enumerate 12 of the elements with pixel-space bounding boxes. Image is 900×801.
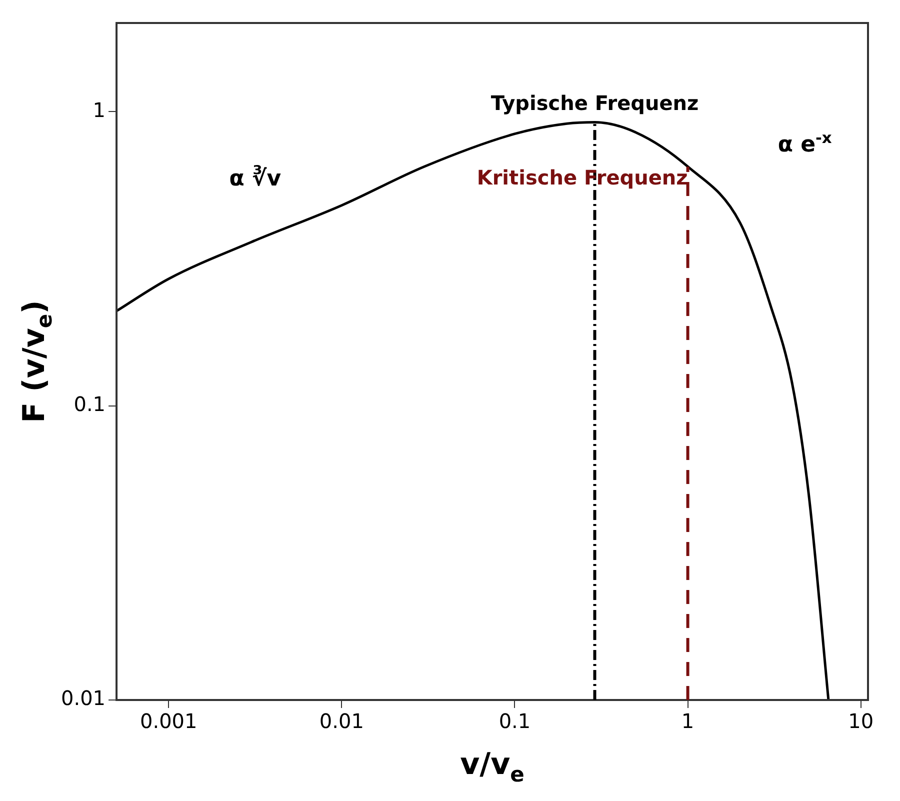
x-tick-label: 0.001 (140, 709, 198, 734)
ref-line-label: Typische Frequenz (490, 91, 699, 116)
y-tick-label: 0.1 (74, 392, 106, 416)
x-tick-label: 10 (848, 709, 874, 734)
x-tick-label: 1 (681, 709, 694, 734)
annotation: α ∛v (229, 164, 282, 192)
x-tick-label: 0.01 (319, 709, 364, 734)
y-axis-title: F (v/ve) (17, 300, 56, 423)
ref-line-label: Kritische Frequenz (476, 166, 688, 190)
y-tick-label: 0.01 (61, 686, 106, 710)
x-tick-label: 0.1 (498, 709, 531, 734)
y-tick-label: 1 (92, 98, 106, 122)
